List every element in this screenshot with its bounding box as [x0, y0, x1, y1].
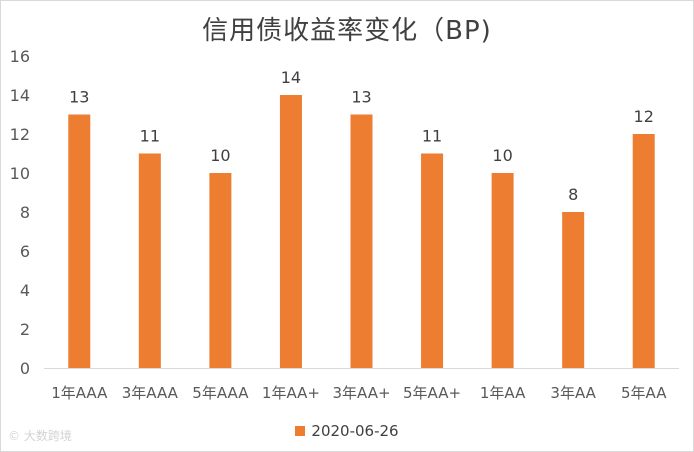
- data-label: 13: [69, 88, 89, 107]
- x-tick-label: 5年AA+: [403, 384, 461, 402]
- x-tick-label: 3年AA+: [332, 384, 390, 402]
- data-label: 13: [351, 88, 371, 107]
- y-tick-label: 6: [20, 242, 30, 261]
- y-tick-label: 10: [10, 164, 30, 183]
- data-label: 11: [140, 127, 160, 146]
- x-tick-label: 5年AA: [621, 384, 667, 402]
- y-tick-label: 2: [20, 320, 30, 339]
- data-label: 11: [422, 127, 442, 146]
- data-label: 10: [492, 146, 512, 165]
- y-tick-label: 8: [20, 203, 30, 222]
- x-tick-label: 1年AA+: [262, 384, 320, 402]
- watermark-icon: ©: [8, 429, 20, 443]
- data-label: 14: [281, 68, 301, 87]
- x-tick-label: 3年AA: [550, 384, 596, 402]
- x-tick-label: 3年AAA: [122, 384, 179, 402]
- legend-swatch: [295, 425, 306, 436]
- y-tick-label: 0: [20, 359, 30, 378]
- x-tick-label: 5年AAA: [192, 384, 249, 402]
- data-label: 12: [634, 107, 654, 126]
- y-tick-label: 12: [10, 125, 30, 144]
- bar: [421, 153, 444, 368]
- y-tick-label: 16: [10, 47, 30, 66]
- bar: [209, 173, 232, 368]
- watermark-logo: © 大数跨境: [8, 427, 72, 444]
- x-tick-label: 1年AAA: [51, 384, 108, 402]
- data-label: 8: [568, 185, 578, 204]
- bar: [68, 114, 91, 368]
- bar: [279, 95, 302, 368]
- data-label: 10: [210, 146, 230, 165]
- legend-label: 2020-06-26: [311, 422, 399, 440]
- bar: [491, 173, 514, 368]
- legend: 2020-06-26: [0, 422, 694, 440]
- bar: [562, 212, 585, 368]
- bar: [632, 134, 655, 368]
- chart-title: 信用债收益率变化（BP): [202, 16, 492, 46]
- bar: [138, 153, 161, 368]
- y-tick-label: 4: [20, 281, 30, 300]
- x-tick-label: 1年AA: [480, 384, 526, 402]
- bar: [350, 114, 373, 368]
- watermark-text: 大数跨境: [23, 429, 72, 443]
- y-tick-label: 14: [10, 86, 30, 105]
